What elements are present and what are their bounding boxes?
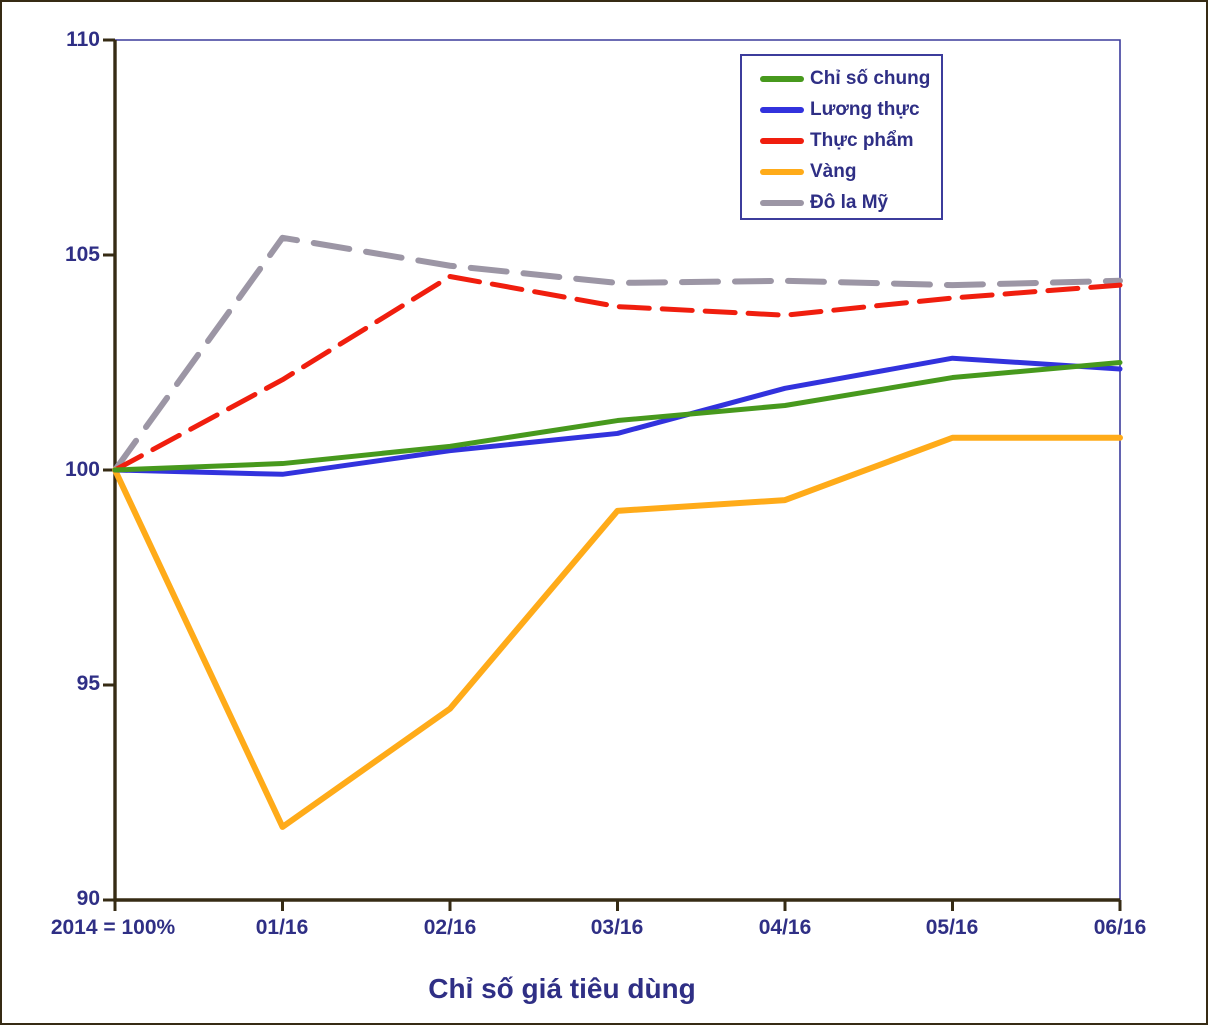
- legend-label: Chỉ số chung: [810, 67, 931, 89]
- legend-item-do-la-my: Đô la Mỹ: [742, 187, 941, 218]
- legend-line-sample-green: [760, 75, 804, 82]
- legend-line-sample-orange: [760, 168, 804, 175]
- y-axis-label-110: 110: [66, 28, 100, 51]
- chart-title: Chỉ số giá tiêu dùng: [428, 973, 696, 1004]
- x-axis-label-05-16: 05/16: [925, 916, 979, 939]
- plot-area-border: [115, 39, 1121, 900]
- x-axis-label-06-16: 06/16: [1093, 916, 1147, 939]
- series-line-0: [112, 360, 1123, 473]
- legend-line-sample-gray: [760, 199, 804, 206]
- legend-item-thuc-pham: Thực phẩm: [742, 125, 941, 156]
- legend-label: Thực phẩm: [810, 129, 914, 151]
- series-line-2: [112, 274, 1123, 473]
- legend-label: Vàng: [810, 160, 857, 182]
- y-axis-label-95: 95: [76, 672, 100, 695]
- axis-lines: [113, 40, 1120, 902]
- legend-item-luong-thuc: Lương thực: [742, 94, 941, 125]
- x-axis-label-01-16: 01/16: [255, 916, 309, 939]
- y-axis-label-100: 100: [64, 458, 100, 481]
- legend-item-vang: Vàng: [742, 156, 941, 187]
- x-axis-label-03-16: 03/16: [590, 916, 644, 939]
- y-axis-label-105: 105: [64, 243, 100, 266]
- series-line-3: [112, 434, 1123, 830]
- series-line-1: [112, 355, 1123, 477]
- y-axis-label-90: 90: [76, 887, 100, 910]
- x-axis-label-02-16: 02/16: [423, 916, 477, 939]
- legend-label: Lương thực: [810, 98, 920, 120]
- legend-label: Đô la Mỹ: [810, 191, 889, 213]
- legend-item-chi-so-chung: Chỉ số chung: [742, 63, 941, 94]
- legend-line-sample-red: [760, 137, 804, 144]
- legend-box: Chỉ số chung Lương thực Thực phẩm Vàng Đ…: [740, 54, 943, 220]
- legend-line-sample-blue: [760, 106, 804, 113]
- x-axis-label-04-16: 04/16: [758, 916, 812, 939]
- x-axis-label-base-year: 2014 = 100%: [50, 916, 176, 939]
- series-line-4: [112, 234, 1123, 473]
